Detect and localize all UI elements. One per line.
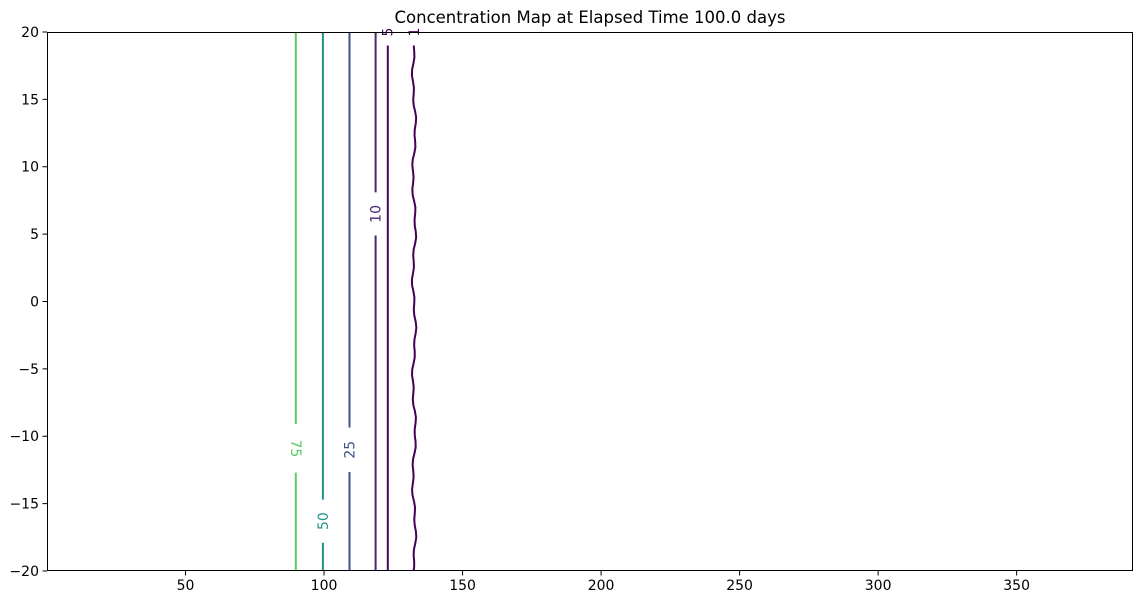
y-tick-label--10: −10 (9, 429, 39, 445)
x-tick-label-50: 50 (177, 578, 195, 594)
x-tick-label-350: 350 (1003, 578, 1030, 594)
axes-spines (47, 32, 1133, 571)
contour-label-75: 75 (287, 439, 303, 457)
contour-label-10: 10 (368, 205, 384, 223)
contour-label-25: 25 (342, 441, 358, 459)
x-tick-label-150: 150 (449, 578, 476, 594)
chart-title: Concentration Map at Elapsed Time 100.0 … (394, 8, 786, 27)
contour-line-1 (410, 45, 418, 572)
x-tick-label-100: 100 (311, 578, 338, 594)
x-tick-label-300: 300 (865, 578, 892, 594)
y-tick-label--20: −20 (9, 564, 39, 580)
contour-label-50: 50 (316, 512, 332, 530)
y-tick-label-20: 20 (21, 25, 39, 41)
y-tick-label-5: 5 (30, 227, 39, 243)
x-tick-label-200: 200 (588, 578, 615, 594)
y-tick-label--5: −5 (18, 362, 39, 378)
y-tick-label-10: 10 (21, 160, 39, 176)
y-tick-label-15: 15 (21, 92, 39, 108)
y-tick-label--15: −15 (9, 497, 39, 513)
x-tick-label-250: 250 (726, 578, 753, 594)
y-tick-label-0: 0 (30, 294, 39, 310)
